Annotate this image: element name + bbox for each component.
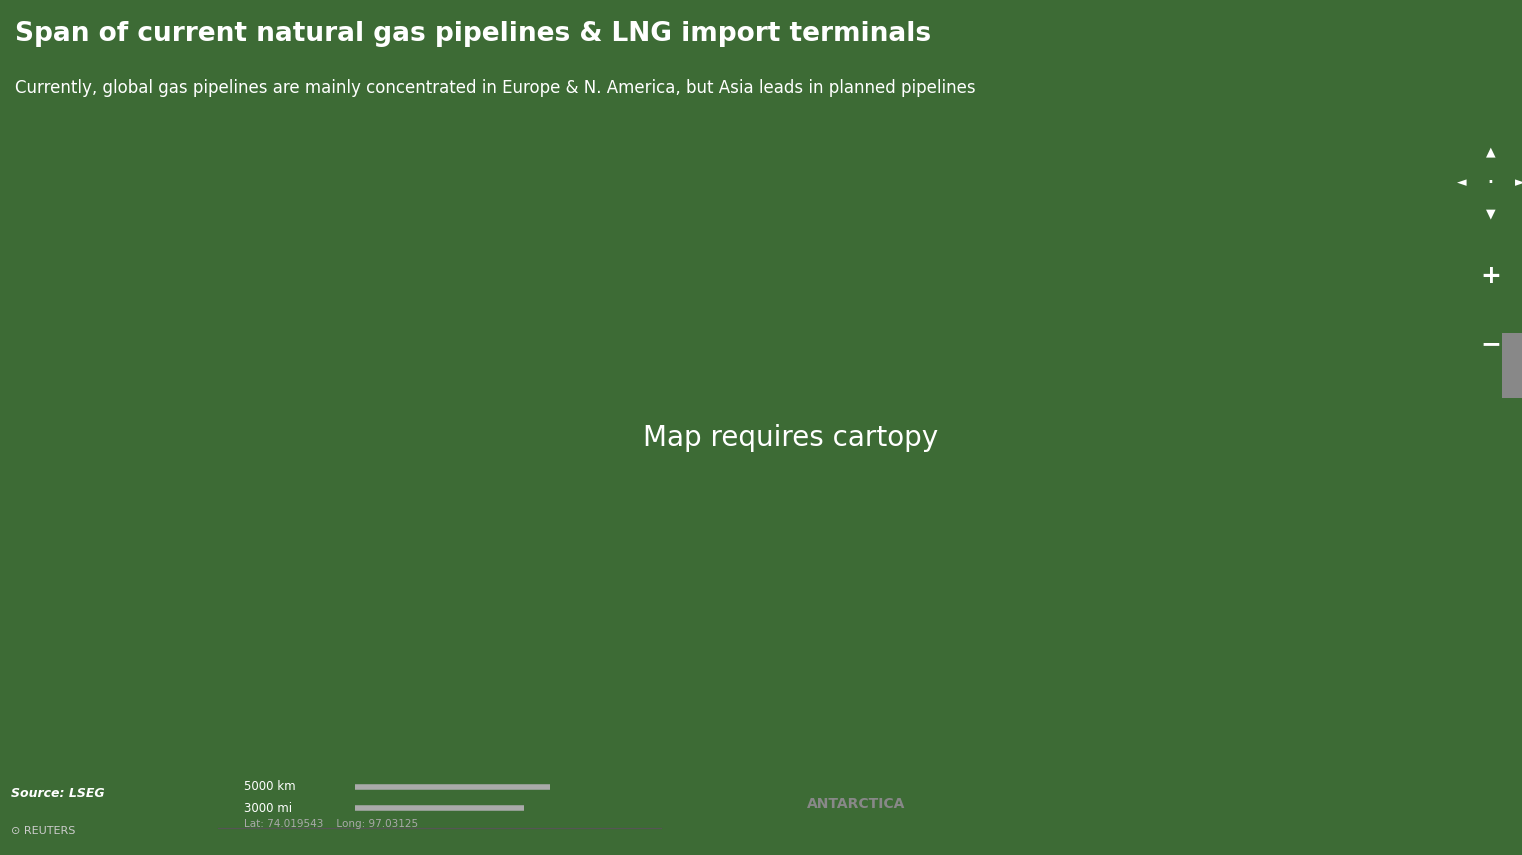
Text: −: − xyxy=(1481,332,1501,357)
Text: Span of current natural gas pipelines & LNG import terminals: Span of current natural gas pipelines & … xyxy=(15,21,931,47)
Text: ◄: ◄ xyxy=(1457,176,1466,190)
Text: ·: · xyxy=(1487,171,1495,195)
Text: ⊙ REUTERS: ⊙ REUTERS xyxy=(11,826,76,836)
Text: ►: ► xyxy=(1516,176,1522,190)
Text: ▼: ▼ xyxy=(1485,207,1496,221)
Text: +: + xyxy=(1481,263,1501,288)
Text: Currently, global gas pipelines are mainly concentrated in Europe & N. America, : Currently, global gas pipelines are main… xyxy=(15,79,976,97)
Text: ANTARCTICA: ANTARCTICA xyxy=(807,797,906,811)
Text: 3000 mi: 3000 mi xyxy=(244,802,292,815)
Text: Source: LSEG: Source: LSEG xyxy=(11,787,105,800)
Bar xyxy=(1502,333,1522,398)
Text: ▲: ▲ xyxy=(1485,145,1496,159)
Text: Map requires cartopy: Map requires cartopy xyxy=(644,424,938,452)
Text: 5000 km: 5000 km xyxy=(244,781,295,793)
Text: Lat: 74.019543    Long: 97.03125: Lat: 74.019543 Long: 97.03125 xyxy=(244,819,419,828)
